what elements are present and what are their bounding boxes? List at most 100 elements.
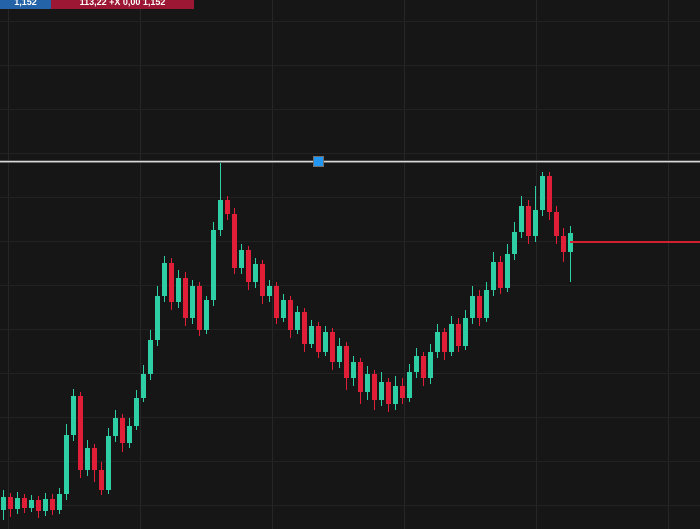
candle-bearish [456, 0, 461, 529]
candle-bullish [393, 0, 398, 529]
candle-body [36, 500, 41, 511]
candle-bullish [218, 0, 223, 529]
candle-bearish [260, 0, 265, 529]
candle-bullish [127, 0, 132, 529]
candle-bullish [337, 0, 342, 529]
candle-bullish [449, 0, 454, 529]
candle-bullish [113, 0, 118, 529]
candle-bearish [36, 0, 41, 529]
candle-body [379, 382, 384, 400]
candle-body [386, 382, 391, 404]
candle-body [456, 324, 461, 346]
level-drag-handle[interactable] [313, 156, 324, 167]
candle-bullish [505, 0, 510, 529]
candle-bullish [1, 0, 6, 529]
candle-body [519, 206, 524, 232]
candle-body [435, 332, 440, 352]
candle-bearish [99, 0, 104, 529]
candle-body [547, 176, 552, 212]
candle-bearish [442, 0, 447, 529]
candle-body [505, 254, 510, 288]
candle-body [92, 448, 97, 470]
candle-body [365, 374, 370, 392]
candle-bullish [141, 0, 146, 529]
candle-bullish [155, 0, 160, 529]
candle-body [218, 200, 223, 230]
candle-body [162, 263, 167, 296]
candle-body [239, 250, 244, 268]
candle-bearish [120, 0, 125, 529]
candle-bearish [372, 0, 377, 529]
candle-body [246, 250, 251, 282]
candle-body [288, 300, 293, 330]
candle-body [8, 497, 13, 509]
order-badge-red[interactable]: 113,22 +X 0,00 1,152 [51, 0, 194, 9]
candle-bullish [190, 0, 195, 529]
candle-bearish [225, 0, 230, 529]
candle-bearish [78, 0, 83, 529]
candle-bullish [57, 0, 62, 529]
candle-body [225, 200, 230, 214]
selected-level-line[interactable] [0, 161, 700, 162]
candle-bullish [491, 0, 496, 529]
candle-bullish [484, 0, 489, 529]
candle-bearish [547, 0, 552, 529]
candle-body [316, 326, 321, 352]
candle-bullish [428, 0, 433, 529]
candle-bearish [246, 0, 251, 529]
candle-bearish [8, 0, 13, 529]
candle-bearish [330, 0, 335, 529]
candle-body [232, 214, 237, 268]
candle-bearish [288, 0, 293, 529]
candle-bearish [302, 0, 307, 529]
candle-body [498, 262, 503, 288]
candle-body [183, 278, 188, 318]
candle-body [337, 346, 342, 362]
candle-bearish [386, 0, 391, 529]
candle-bearish [421, 0, 426, 529]
candle-bullish [351, 0, 356, 529]
candle-bullish [568, 0, 573, 529]
candle-body [533, 210, 538, 236]
candle-body [120, 418, 125, 443]
candle-bullish [414, 0, 419, 529]
candle-body [281, 300, 286, 318]
candle-body [540, 176, 545, 210]
candle-bullish [211, 0, 216, 529]
candle-bullish [309, 0, 314, 529]
candle-body [344, 346, 349, 378]
candle-body [484, 290, 489, 318]
candle-bullish [239, 0, 244, 529]
candle-wick [570, 226, 571, 282]
order-price-line[interactable] [570, 241, 700, 243]
candle-bearish [498, 0, 503, 529]
candle-body [43, 499, 48, 511]
candle-bullish [85, 0, 90, 529]
candle-bullish [204, 0, 209, 529]
candle-body [463, 318, 468, 346]
candle-bullish [134, 0, 139, 529]
candle-bullish [512, 0, 517, 529]
candle-body [477, 296, 482, 318]
price-badge-blue[interactable]: 1,152 [0, 0, 51, 9]
candle-bearish [526, 0, 531, 529]
candle-body [57, 494, 62, 510]
candle-bearish [183, 0, 188, 529]
candle-bullish [533, 0, 538, 529]
candle-bearish [197, 0, 202, 529]
candle-body [190, 286, 195, 318]
candle-bearish [358, 0, 363, 529]
candle-bearish [92, 0, 97, 529]
candle-bearish [232, 0, 237, 529]
candle-bullish [379, 0, 384, 529]
candle-bearish [554, 0, 559, 529]
candle-body [421, 356, 426, 378]
candle-bullish [106, 0, 111, 529]
candle-body [470, 296, 475, 318]
candle-body [330, 332, 335, 362]
candle-body [134, 398, 139, 426]
candle-bearish [50, 0, 55, 529]
candle-body [302, 312, 307, 344]
